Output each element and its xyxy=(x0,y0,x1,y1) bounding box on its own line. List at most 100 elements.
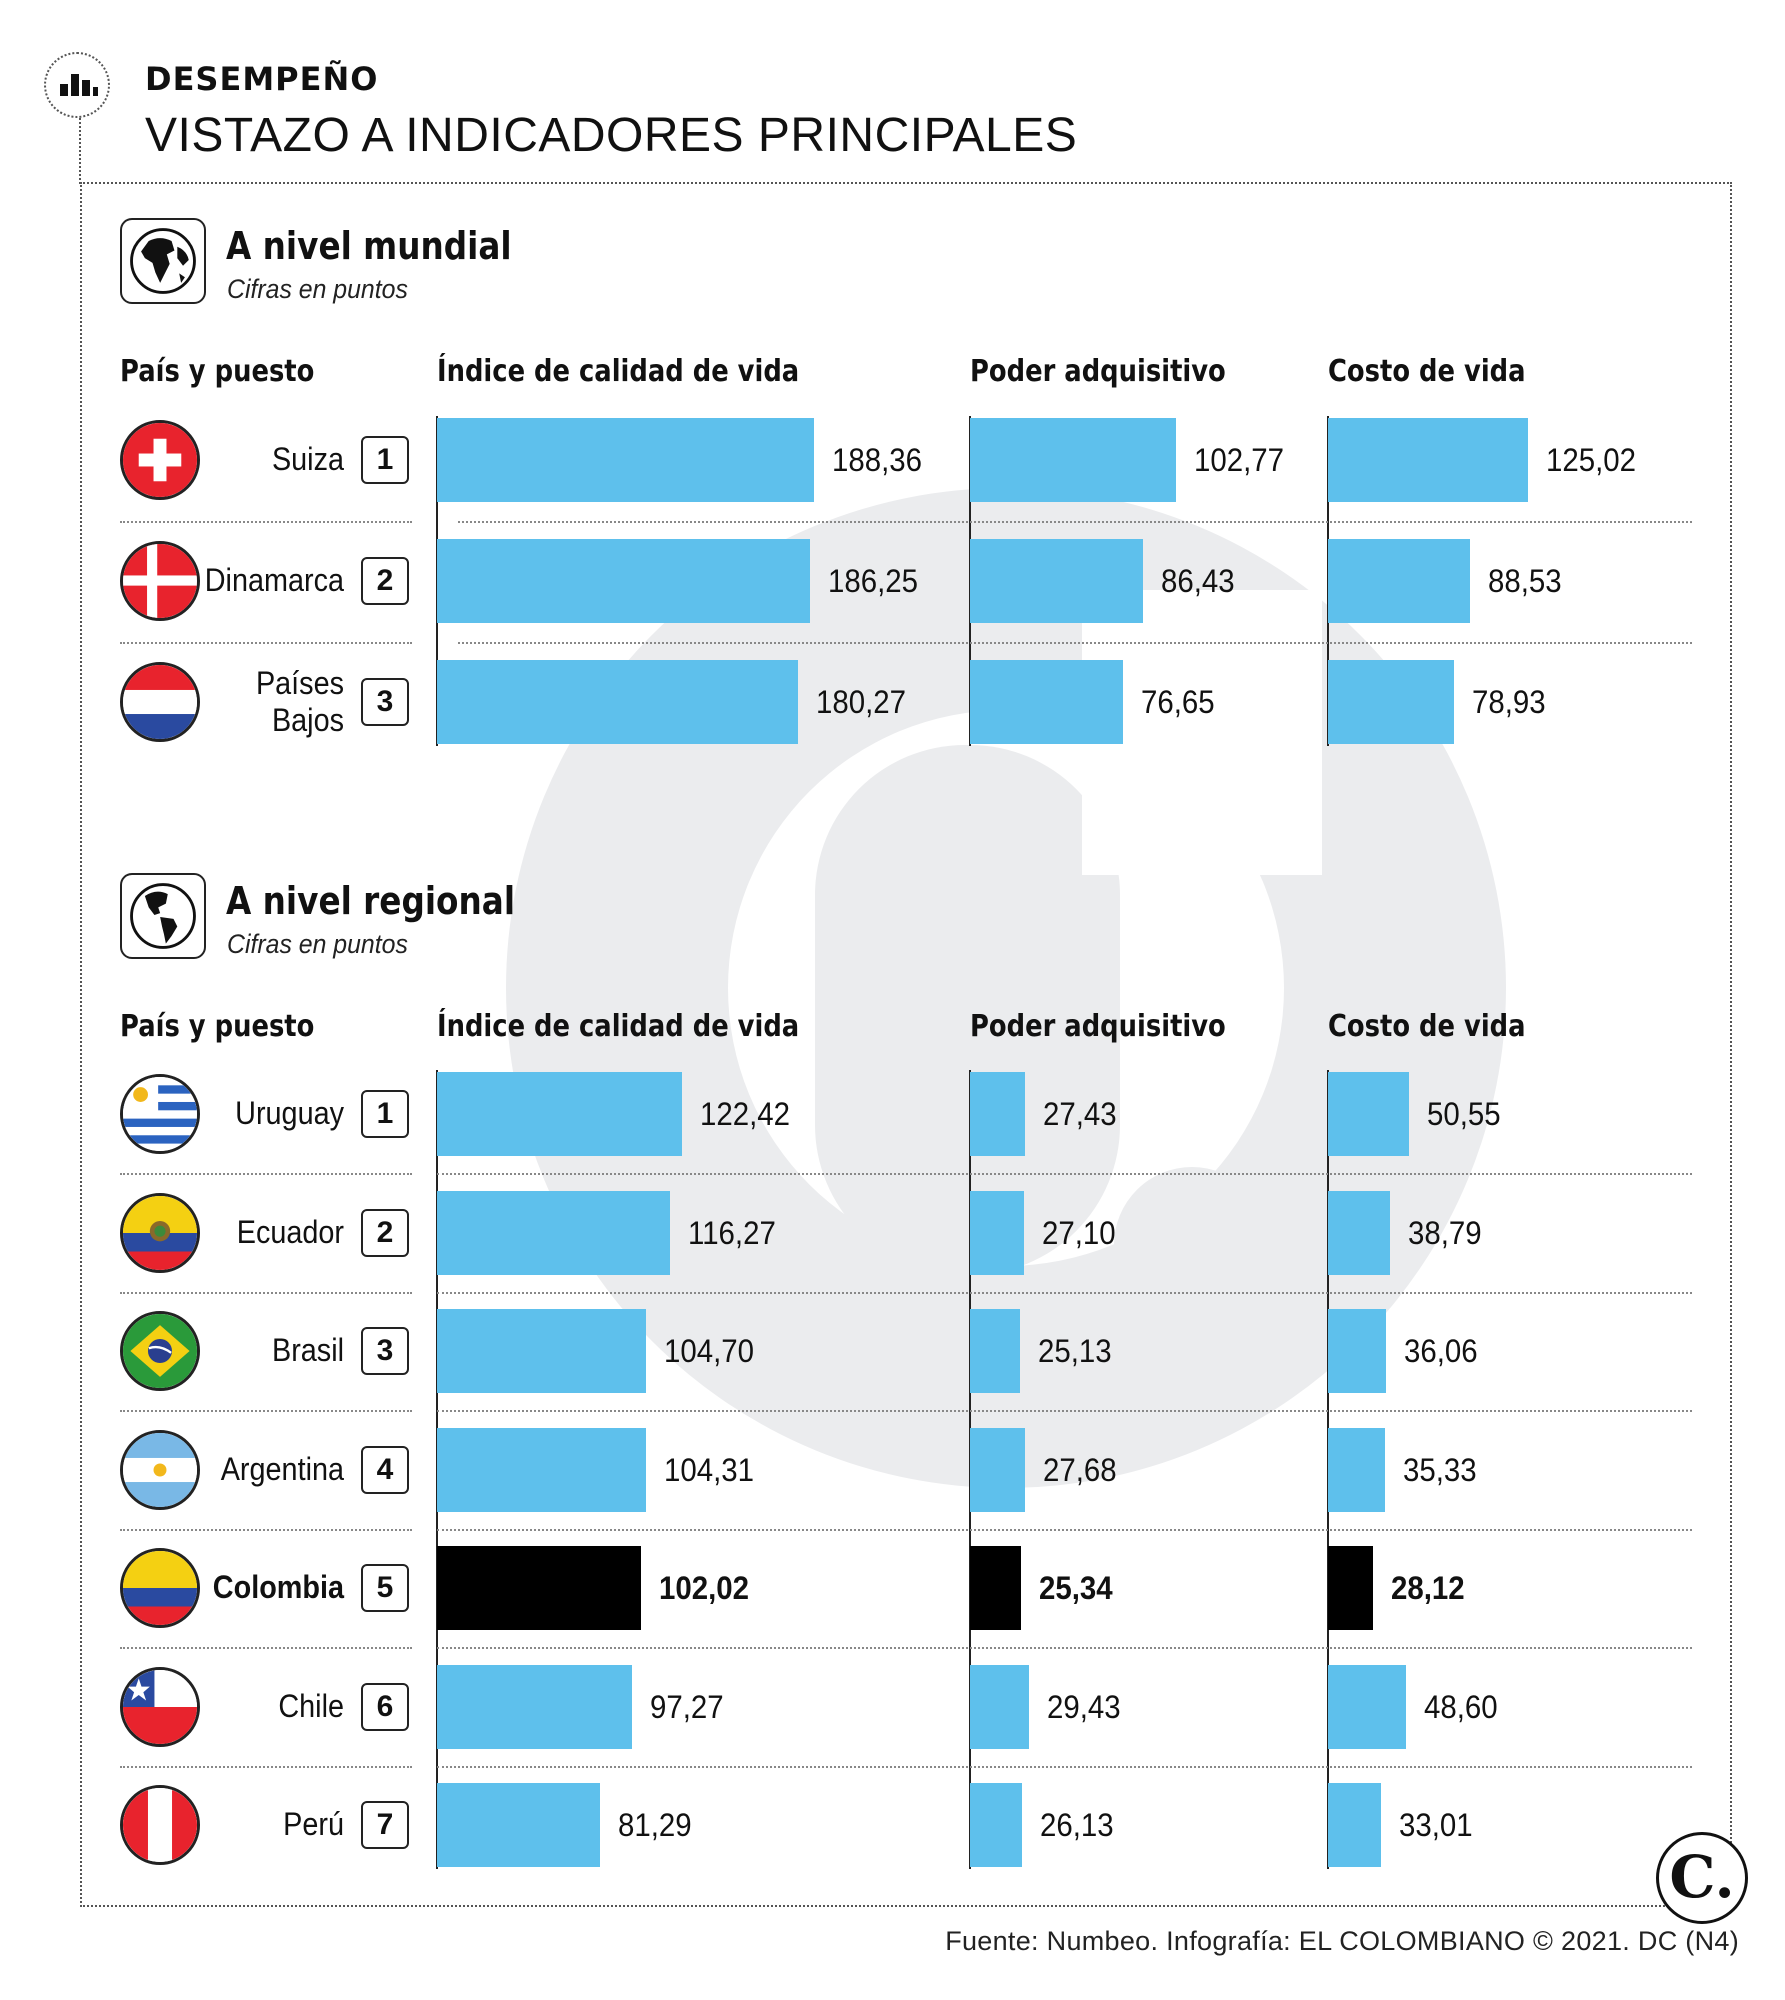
data-label: 36,06 xyxy=(1403,1333,1478,1369)
rank-badge: 6 xyxy=(361,1682,409,1731)
column-header-metric: Índice de calidad de vida xyxy=(437,354,800,389)
rank-badge: 2 xyxy=(361,557,409,605)
brand-logo: C. xyxy=(1656,1832,1748,1924)
row-separator xyxy=(120,1765,412,1768)
bar xyxy=(970,1190,1025,1275)
section-title: A nivel mundial xyxy=(226,224,512,268)
globe-europe-africa-icon xyxy=(120,218,206,304)
rank-badge: 3 xyxy=(361,1327,409,1375)
row-separator xyxy=(120,520,412,523)
column-header-metric: Poder adquisitivo xyxy=(970,1009,1226,1044)
rank-badge: 4 xyxy=(361,1445,409,1494)
country-name: Brasil xyxy=(271,1332,344,1368)
globe-americas-icon xyxy=(120,873,206,959)
data-label: 48,60 xyxy=(1423,1688,1498,1725)
country-name: Colombia xyxy=(212,1569,344,1605)
data-label: 38,79 xyxy=(1408,1214,1482,1251)
bar xyxy=(1328,1427,1385,1512)
rank-badge: 3 xyxy=(361,678,409,726)
data-label: 27,10 xyxy=(1042,1214,1116,1251)
row-separator xyxy=(437,1291,1692,1294)
bar xyxy=(970,660,1124,744)
row-separator xyxy=(120,641,412,644)
flag-argentina-icon xyxy=(120,1429,200,1510)
bar xyxy=(437,1190,670,1275)
country-name: Perú xyxy=(283,1806,344,1842)
column-header-country: País y puesto xyxy=(120,1009,315,1044)
bar xyxy=(970,1783,1023,1867)
row-separator xyxy=(120,1291,412,1294)
data-label: 188,36 xyxy=(831,442,922,478)
row-separator xyxy=(437,1647,1692,1650)
data-label: 81,29 xyxy=(617,1807,692,1843)
row-separator xyxy=(437,1410,1692,1413)
kicker: DESEMPEÑO xyxy=(145,60,379,98)
column-header-country: País y puesto xyxy=(120,354,315,389)
data-label: 102,02 xyxy=(659,1570,750,1606)
rank-badge: 5 xyxy=(361,1564,409,1612)
row-separator xyxy=(120,1173,412,1176)
flag-brazil-icon xyxy=(120,1311,200,1391)
country-name: Dinamarca xyxy=(204,562,344,598)
bar xyxy=(970,1427,1026,1512)
data-label: 33,01 xyxy=(1398,1807,1473,1843)
flag-denmark-icon xyxy=(120,541,200,621)
data-label: 50,55 xyxy=(1426,1096,1501,1132)
data-label: 88,53 xyxy=(1487,563,1562,599)
country-name: Países Bajos xyxy=(255,665,344,738)
flag-netherlands-icon xyxy=(120,662,200,742)
flag-switzerland-icon xyxy=(120,420,200,500)
data-label: 104,70 xyxy=(664,1333,755,1369)
country-name: Argentina xyxy=(220,1450,344,1487)
row-separator xyxy=(437,1528,1692,1531)
bar xyxy=(1328,1546,1373,1630)
country-name: Chile xyxy=(278,1687,344,1724)
bar xyxy=(437,1309,647,1393)
headline: VISTAZO A INDICADORES PRINCIPALES xyxy=(145,109,1078,162)
data-label: 116,27 xyxy=(687,1214,776,1251)
bar xyxy=(970,1309,1021,1393)
row-separator xyxy=(120,1528,412,1531)
column-header-metric: Índice de calidad de vida xyxy=(437,1009,800,1044)
flag-colombia-icon xyxy=(120,1548,200,1628)
row-separator xyxy=(120,1647,412,1650)
column-header-metric: Poder adquisitivo xyxy=(970,354,1226,389)
data-label: 25,13 xyxy=(1038,1333,1112,1369)
country-name: Suiza xyxy=(271,441,344,477)
country-name: Uruguay xyxy=(235,1095,344,1131)
bar xyxy=(1328,539,1470,623)
data-label: 122,42 xyxy=(699,1096,790,1132)
rank-badge: 7 xyxy=(361,1801,409,1849)
bar xyxy=(437,660,798,744)
section-subtitle: Cifras en puntos xyxy=(227,929,408,959)
data-label: 35,33 xyxy=(1402,1451,1477,1488)
rank-badge: 1 xyxy=(361,436,409,484)
data-label: 26,13 xyxy=(1040,1807,1114,1843)
bar xyxy=(1328,660,1455,744)
section-title: A nivel regional xyxy=(226,879,516,923)
bar xyxy=(437,539,810,623)
data-label: 78,93 xyxy=(1472,684,1546,720)
column-header-metric: Costo de vida xyxy=(1328,1009,1526,1044)
header-connector xyxy=(79,118,81,184)
data-label: 86,43 xyxy=(1160,563,1235,599)
row-separator xyxy=(437,1765,1692,1768)
bar xyxy=(437,1427,646,1512)
row-separator xyxy=(458,520,1692,523)
data-label: 125,02 xyxy=(1546,442,1637,478)
bar xyxy=(1328,1072,1409,1156)
bar xyxy=(437,1072,682,1156)
data-label: 28,12 xyxy=(1390,1570,1465,1606)
bar xyxy=(1328,1309,1386,1393)
data-label: 27,68 xyxy=(1043,1451,1118,1488)
bar xyxy=(970,1664,1029,1749)
data-label: 186,25 xyxy=(827,563,918,599)
bar xyxy=(970,418,1176,502)
row-separator xyxy=(458,641,1692,644)
flag-uruguay-icon xyxy=(120,1074,200,1154)
bar xyxy=(437,1783,600,1867)
row-separator xyxy=(120,1410,412,1413)
data-label: 104,31 xyxy=(663,1451,754,1488)
bar xyxy=(1328,1783,1381,1867)
source-footer: Fuente: Numbeo. Infografía: EL COLOMBIAN… xyxy=(945,1926,1739,1956)
